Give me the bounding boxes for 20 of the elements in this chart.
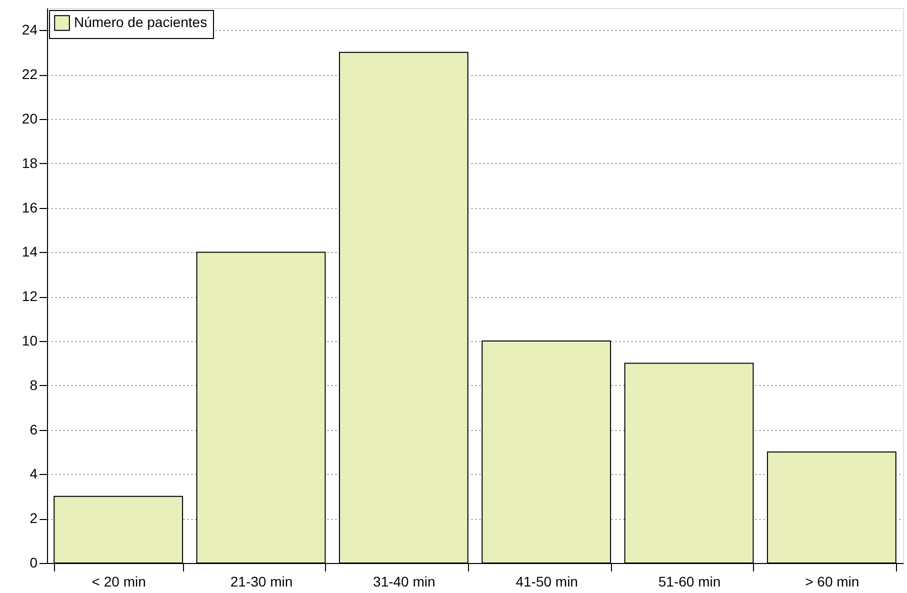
y-tick-label: 22 [22,66,38,82]
legend-label: Número de pacientes [74,14,208,30]
y-tick-label: 6 [30,421,38,438]
y-tick-label: 8 [30,376,38,393]
y-tick-label: 24 [22,22,38,38]
y-tick-label: 12 [22,288,38,304]
x-tick-label: 51-60 min [658,574,721,590]
x-tick-label: > 60 min [805,574,860,590]
y-tick-label: 18 [22,154,38,171]
y-tick-label: 20 [22,110,38,126]
y-tick-label: 2 [30,510,38,526]
y-tick-label: 0 [30,554,38,570]
x-tick-label: 21-30 min [230,574,293,590]
x-tick-label: < 20 min [92,574,146,590]
y-tick-label: 16 [22,199,38,216]
y-tick-label: 4 [30,466,38,482]
y-tick-label: 10 [22,332,38,348]
y-tick-label: 14 [22,244,38,260]
x-tick-label: 41-50 min [516,574,578,590]
x-tick-label: 31-40 min [373,574,436,590]
